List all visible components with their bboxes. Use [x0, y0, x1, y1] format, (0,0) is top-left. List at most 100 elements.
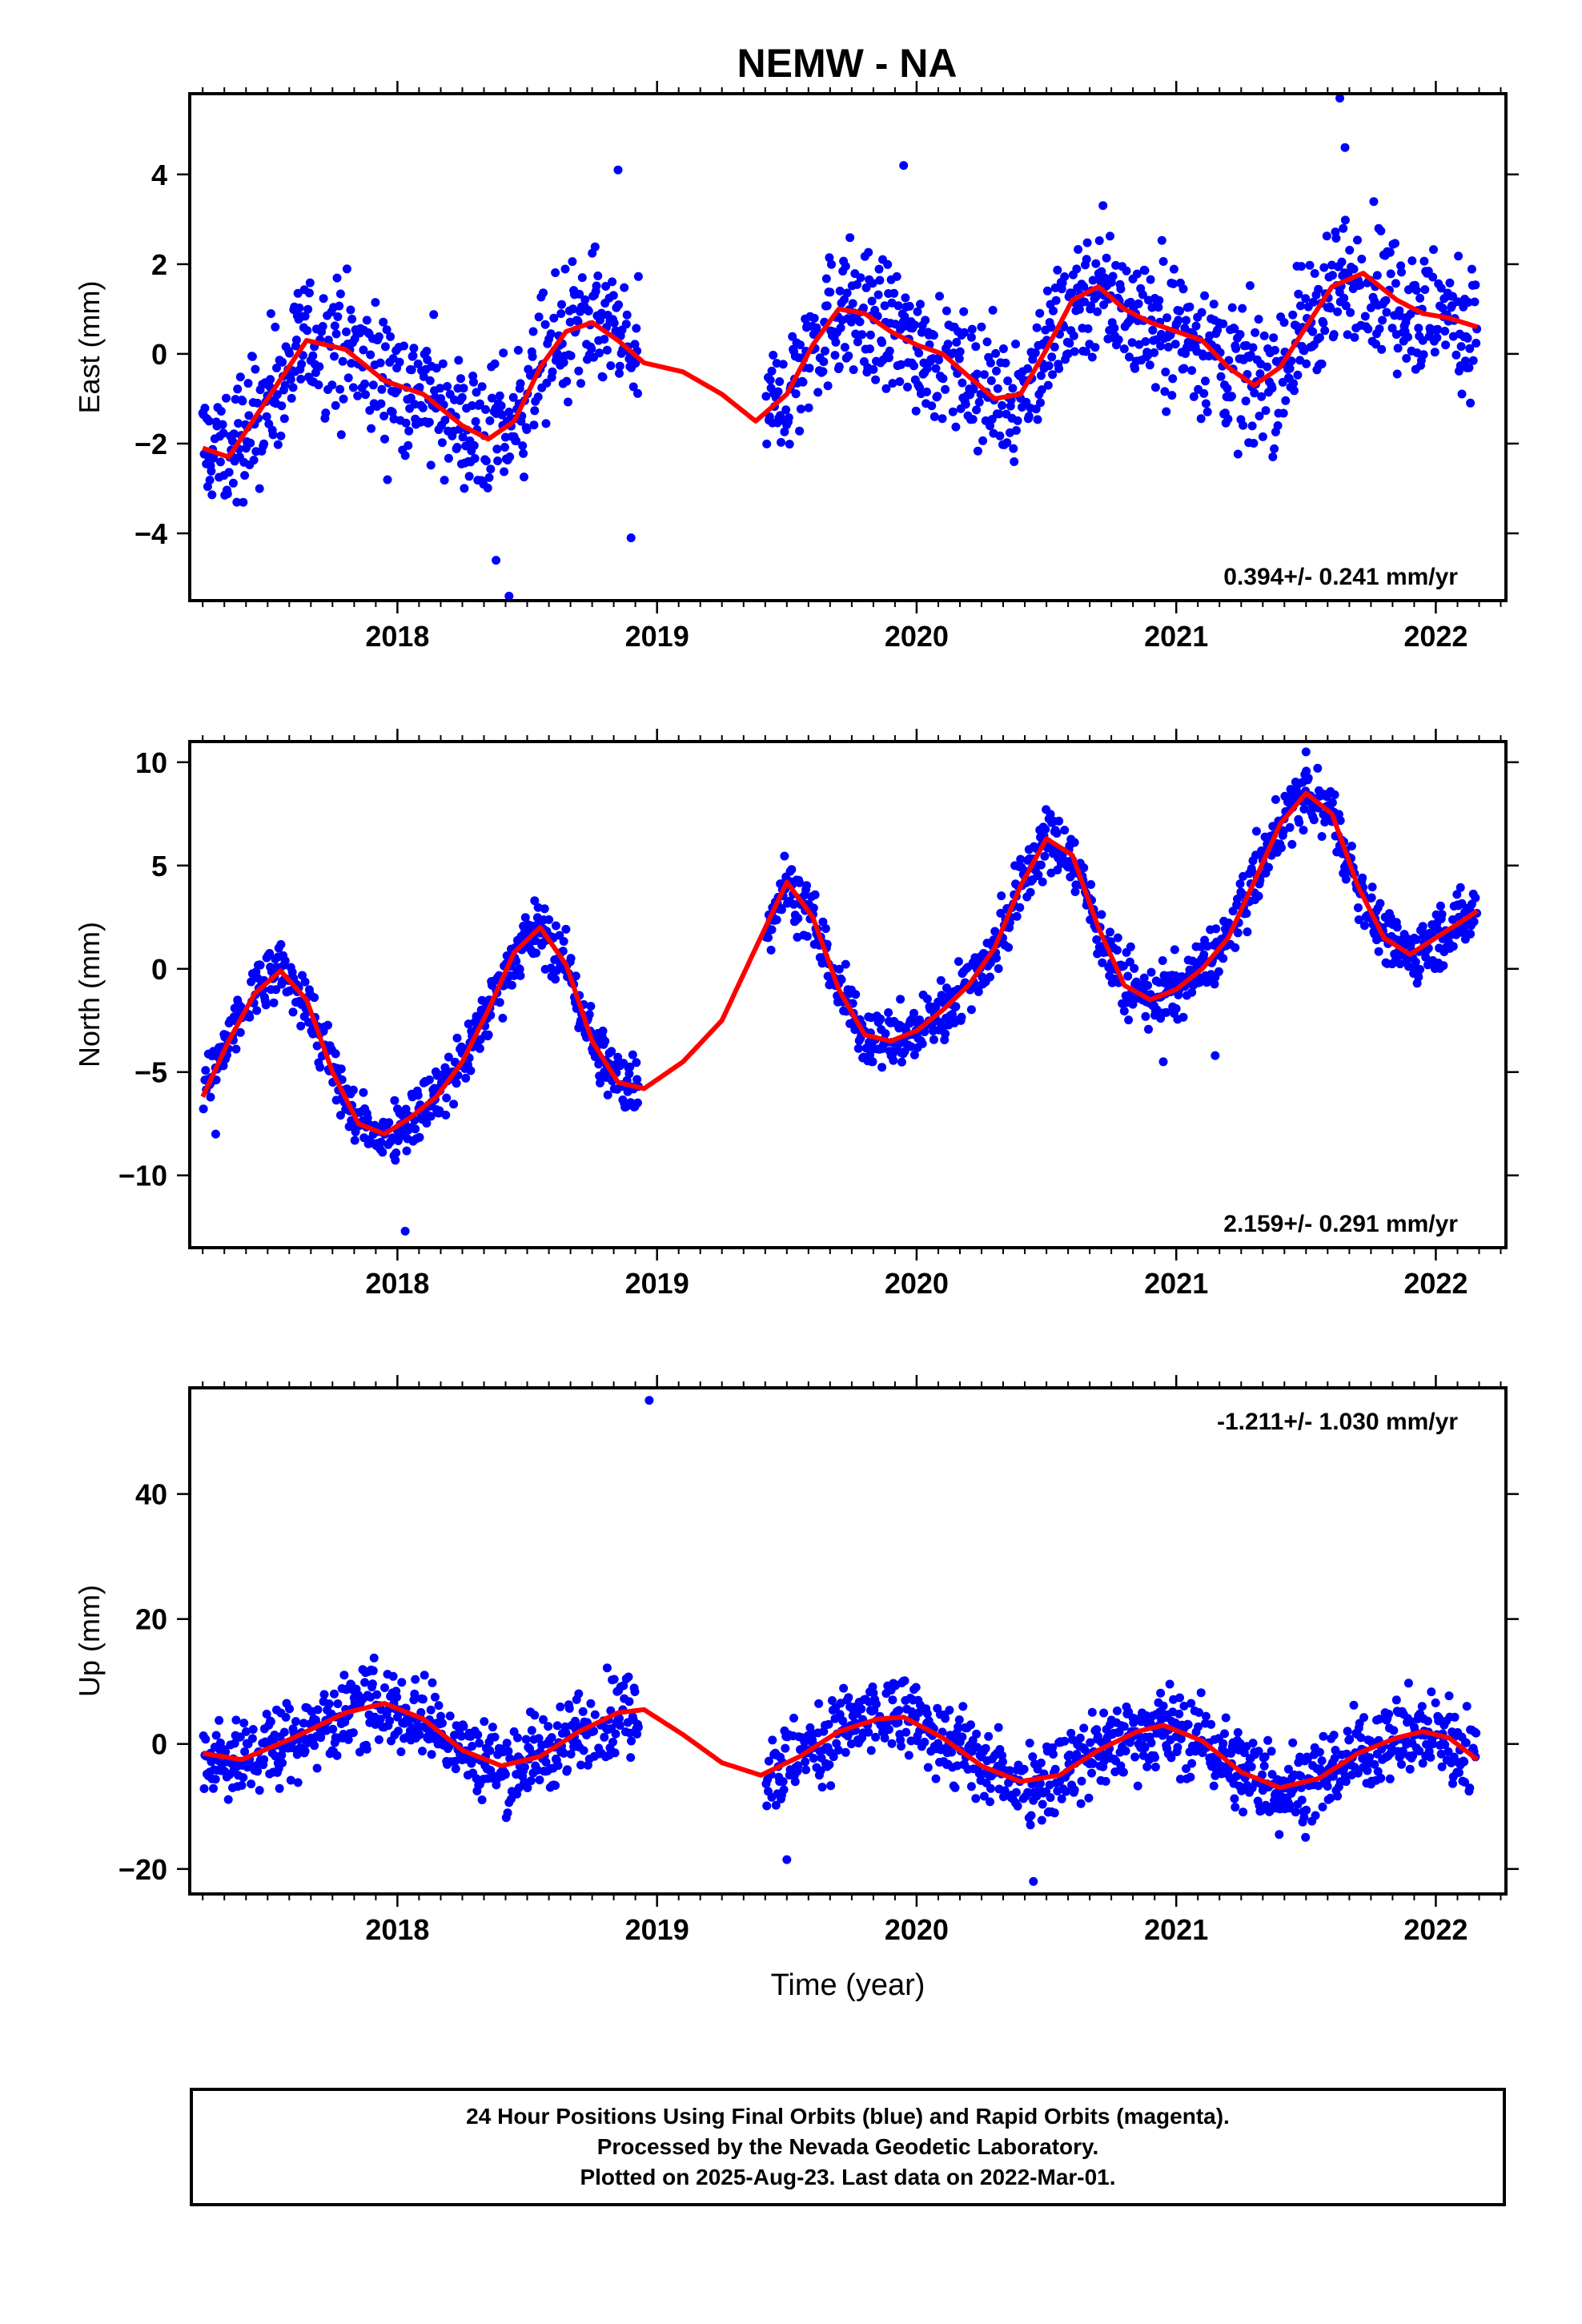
data-point [459, 1722, 468, 1731]
data-point [893, 1718, 903, 1727]
data-point [1464, 298, 1473, 307]
data-point [837, 975, 846, 984]
data-point [1254, 1747, 1263, 1756]
data-point [615, 361, 624, 371]
data-point [235, 1027, 245, 1037]
data-point [793, 914, 803, 923]
data-point [519, 448, 528, 458]
data-point [348, 1085, 358, 1095]
data-point [917, 328, 926, 337]
data-point [1175, 306, 1184, 316]
data-point [1216, 372, 1226, 381]
data-point [1238, 304, 1247, 313]
data-point [842, 288, 852, 298]
data-point [1472, 339, 1481, 348]
data-point [1372, 271, 1382, 280]
data-point [880, 301, 889, 311]
data-point [900, 1676, 909, 1686]
data-point [834, 964, 844, 974]
data-point [1175, 1693, 1184, 1703]
data-point [1047, 352, 1057, 362]
data-point [796, 404, 805, 414]
data-point [1077, 1776, 1086, 1786]
data-point [1200, 291, 1210, 300]
data-point [871, 375, 881, 384]
data-point [917, 1039, 927, 1048]
data-point [342, 327, 351, 336]
data-point [1463, 333, 1472, 343]
data-point [266, 375, 275, 384]
data-point [1044, 361, 1054, 371]
data-point [568, 304, 578, 314]
footer-caption-box: 24 Hour Positions Using Final Orbits (bl… [190, 2088, 1506, 2206]
data-point [477, 1795, 487, 1804]
data-point [1436, 1749, 1446, 1759]
data-point [331, 400, 340, 410]
data-point [929, 331, 938, 340]
data-point [1167, 391, 1177, 400]
data-point [966, 1005, 976, 1015]
data-point [1423, 1716, 1432, 1726]
data-point [1191, 321, 1201, 331]
data-point [522, 425, 532, 434]
data-point [974, 397, 984, 407]
data-point [802, 931, 812, 941]
data-point [1003, 376, 1013, 386]
data-point [1454, 251, 1464, 261]
data-point [1391, 1695, 1401, 1705]
data-point [596, 1078, 604, 1088]
data-point [272, 364, 281, 372]
data-point [788, 332, 797, 341]
data-point [1203, 407, 1212, 416]
data-point [1429, 245, 1438, 255]
data-point [551, 268, 560, 277]
data-point [1249, 439, 1259, 448]
data-point [1051, 296, 1061, 305]
data-point [1411, 957, 1420, 967]
data-point [243, 379, 253, 388]
data-point [1187, 1759, 1197, 1768]
data-point [884, 1008, 893, 1017]
data-point [1301, 1832, 1311, 1842]
data-point [411, 1124, 420, 1134]
data-point [1270, 444, 1279, 453]
data-point [1301, 294, 1311, 304]
data-point [1275, 1830, 1284, 1839]
data-point [1233, 1727, 1243, 1737]
data-point [900, 1047, 909, 1056]
data-point [905, 301, 914, 311]
data-point [817, 959, 827, 968]
data-point [1235, 330, 1245, 340]
data-point [825, 253, 834, 263]
data-point [1037, 385, 1046, 395]
data-point [239, 1719, 249, 1728]
data-point [408, 351, 418, 360]
data-point [578, 1707, 588, 1716]
data-point [1366, 303, 1375, 312]
data-point [319, 294, 328, 304]
data-point [515, 964, 524, 974]
data-point [911, 406, 921, 416]
plot-frame-north [188, 740, 1508, 1249]
data-point [473, 1730, 483, 1739]
x-tick-label: 2019 [625, 1267, 689, 1300]
data-point [1377, 344, 1387, 354]
data-point [1391, 239, 1399, 248]
data-point [1011, 1787, 1021, 1797]
data-point [915, 1015, 925, 1024]
data-point [592, 281, 601, 291]
data-point [335, 1111, 345, 1120]
data-point [887, 1739, 897, 1748]
data-point [1295, 356, 1305, 365]
data-point [853, 279, 861, 289]
data-point [327, 380, 337, 390]
data-point [909, 1050, 919, 1059]
footer-line-1: 24 Hour Positions Using Final Orbits (bl… [466, 2104, 1230, 2129]
data-point [1235, 879, 1245, 889]
x-tick-label: 2019 [625, 620, 689, 653]
data-point [796, 340, 805, 350]
data-point [904, 1751, 913, 1760]
data-point [835, 286, 845, 296]
data-point [1040, 851, 1050, 861]
data-point [374, 1735, 383, 1744]
